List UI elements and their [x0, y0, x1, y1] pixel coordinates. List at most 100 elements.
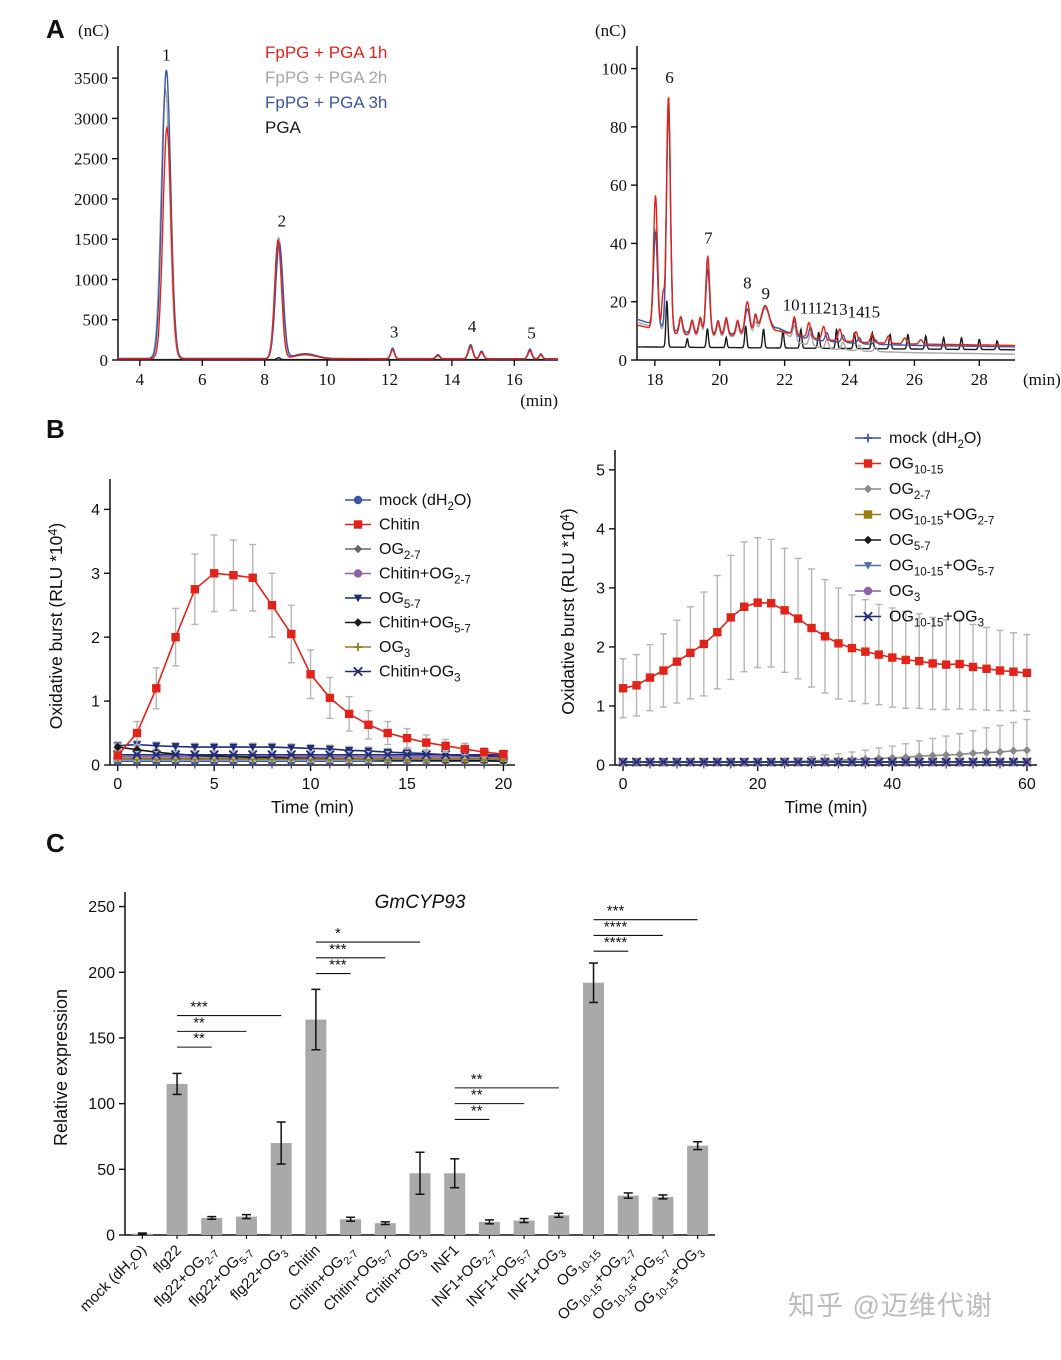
svg-text:flg22+OG3: flg22+OG3	[227, 1242, 291, 1306]
svg-text:40: 40	[610, 234, 627, 253]
svg-text:GmCYP93: GmCYP93	[375, 892, 466, 913]
svg-text:80: 80	[610, 118, 627, 137]
svg-text:1: 1	[162, 45, 171, 64]
svg-text:10: 10	[319, 370, 336, 389]
svg-text:10: 10	[302, 776, 320, 793]
svg-text:0: 0	[91, 758, 100, 775]
svg-text:0: 0	[619, 351, 628, 370]
svg-text:OG10-15+OG5-7: OG10-15+OG5-7	[889, 558, 994, 579]
svg-text:(min): (min)	[1023, 370, 1061, 389]
svg-text:0: 0	[106, 1228, 115, 1245]
svg-text:1: 1	[91, 694, 100, 711]
svg-text:14: 14	[848, 303, 866, 322]
svg-text:mock (dH2O): mock (dH2O)	[77, 1242, 153, 1318]
svg-text:*: *	[335, 925, 341, 942]
svg-text:OG10-15+OG3: OG10-15+OG3	[889, 609, 984, 630]
svg-text:***: ***	[329, 957, 347, 974]
svg-text:18: 18	[646, 370, 663, 389]
svg-text:9: 9	[762, 284, 771, 303]
svg-text:12: 12	[381, 370, 398, 389]
svg-text:OG10-15+OG2-7: OG10-15+OG2-7	[889, 507, 994, 528]
svg-text:0: 0	[596, 758, 605, 775]
svg-text:150: 150	[88, 1031, 115, 1048]
svg-text:6: 6	[665, 68, 674, 87]
svg-text:2: 2	[596, 640, 605, 657]
svg-text:OG10-15: OG10-15	[889, 456, 943, 477]
svg-text:14: 14	[443, 370, 461, 389]
svg-text:10: 10	[783, 295, 800, 314]
svg-text:(nC): (nC)	[595, 21, 626, 40]
svg-text:8: 8	[743, 274, 752, 293]
svg-text:0: 0	[100, 351, 109, 370]
panel-b-label: B	[46, 414, 65, 444]
svg-text:Oxidative burst (RLU *104): Oxidative burst (RLU *104)	[46, 523, 66, 729]
svg-text:500: 500	[83, 311, 109, 330]
svg-text:OG3: OG3	[889, 583, 920, 604]
svg-text:OG3: OG3	[379, 639, 410, 660]
svg-text:4: 4	[596, 521, 605, 538]
panel-c-label: C	[46, 828, 65, 858]
svg-text:200: 200	[88, 965, 115, 982]
svg-text:8: 8	[260, 370, 269, 389]
svg-text:4: 4	[136, 370, 145, 389]
panel-a-label: A	[46, 14, 65, 44]
svg-text:20: 20	[711, 370, 728, 389]
svg-text:4: 4	[468, 317, 477, 336]
svg-text:60: 60	[1018, 776, 1036, 793]
svg-text:***: ***	[190, 999, 208, 1016]
svg-text:3000: 3000	[74, 109, 108, 128]
svg-text:1: 1	[596, 699, 605, 716]
svg-text:12: 12	[814, 298, 831, 317]
svg-text:(nC): (nC)	[78, 21, 109, 40]
svg-text:11: 11	[800, 298, 816, 317]
svg-text:mock (dH2O): mock (dH2O)	[379, 492, 472, 513]
svg-text:OG5-7: OG5-7	[379, 590, 421, 611]
svg-text:100: 100	[602, 60, 628, 79]
svg-text:16: 16	[506, 370, 523, 389]
svg-text:***: ***	[607, 903, 625, 920]
svg-text:PGA: PGA	[265, 118, 302, 137]
svg-text:Chitin+OG3: Chitin+OG3	[362, 1242, 431, 1311]
svg-text:OG5-7: OG5-7	[889, 532, 931, 553]
svg-text:5: 5	[210, 776, 219, 793]
svg-text:OG2-7: OG2-7	[379, 541, 421, 562]
svg-text:0: 0	[619, 776, 628, 793]
svg-text:Relative expression: Relative expression	[51, 989, 71, 1146]
svg-text:FpPG + PGA 2h: FpPG + PGA 2h	[265, 68, 387, 87]
svg-text:mock (dH2O): mock (dH2O)	[889, 430, 982, 451]
svg-text:5: 5	[596, 462, 605, 479]
svg-text:**: **	[193, 1030, 205, 1047]
svg-text:24: 24	[841, 370, 859, 389]
svg-text:1000: 1000	[74, 270, 108, 289]
oxidative-burst-left-chart-svg: 0 5 10 15 20 0 1 2 3 4 Time (min) Oxidative burst (…	[46, 479, 515, 817]
svg-text:Time (min): Time (min)	[785, 797, 868, 817]
svg-text:2: 2	[278, 211, 287, 230]
svg-text:3: 3	[596, 580, 605, 597]
svg-text:100: 100	[88, 1096, 115, 1113]
svg-text:2: 2	[91, 630, 100, 647]
svg-text:OG2-7: OG2-7	[889, 481, 931, 502]
svg-text:60: 60	[610, 176, 627, 195]
svg-text:3: 3	[91, 566, 100, 583]
svg-text:Chitin+OG3: Chitin+OG3	[379, 664, 461, 685]
svg-text:1500: 1500	[74, 230, 108, 249]
svg-text:**: **	[193, 1014, 205, 1031]
svg-text:7: 7	[704, 228, 713, 247]
svg-text:15: 15	[863, 303, 880, 322]
chromatogram-a-left-svg: 4 6 8 10 12 14 160500100015002000250030003500(…	[74, 21, 558, 410]
svg-text:Time (min): Time (min)	[271, 797, 354, 817]
svg-text:**: **	[471, 1087, 483, 1104]
svg-text:****: ****	[604, 918, 628, 935]
chromatogram-a-right: 18 20 22 24 26 28 0 20 40 60 80 100 (nC) (min) 6 7 8 9 10 1…	[575, 8, 1061, 418]
svg-text:50: 50	[97, 1162, 115, 1179]
svg-text:20: 20	[749, 776, 767, 793]
svg-text:Chitin+OG5-7: Chitin+OG5-7	[379, 615, 471, 636]
svg-text:**: **	[471, 1071, 483, 1088]
svg-text:40: 40	[883, 776, 901, 793]
chromatogram-a-left: 4 6 8 10 12 14 16 0 500 1000 1500 2000 2500 3000 3500(…	[40, 8, 565, 418]
svg-text:FpPG + PGA 3h: FpPG + PGA 3h	[265, 93, 387, 112]
svg-text:(min): (min)	[520, 391, 558, 410]
oxidative-burst-right-chart: 0 20 40 60 0 1 2 3 4 5 Time (min) Oxidative burst (…	[558, 425, 1061, 830]
